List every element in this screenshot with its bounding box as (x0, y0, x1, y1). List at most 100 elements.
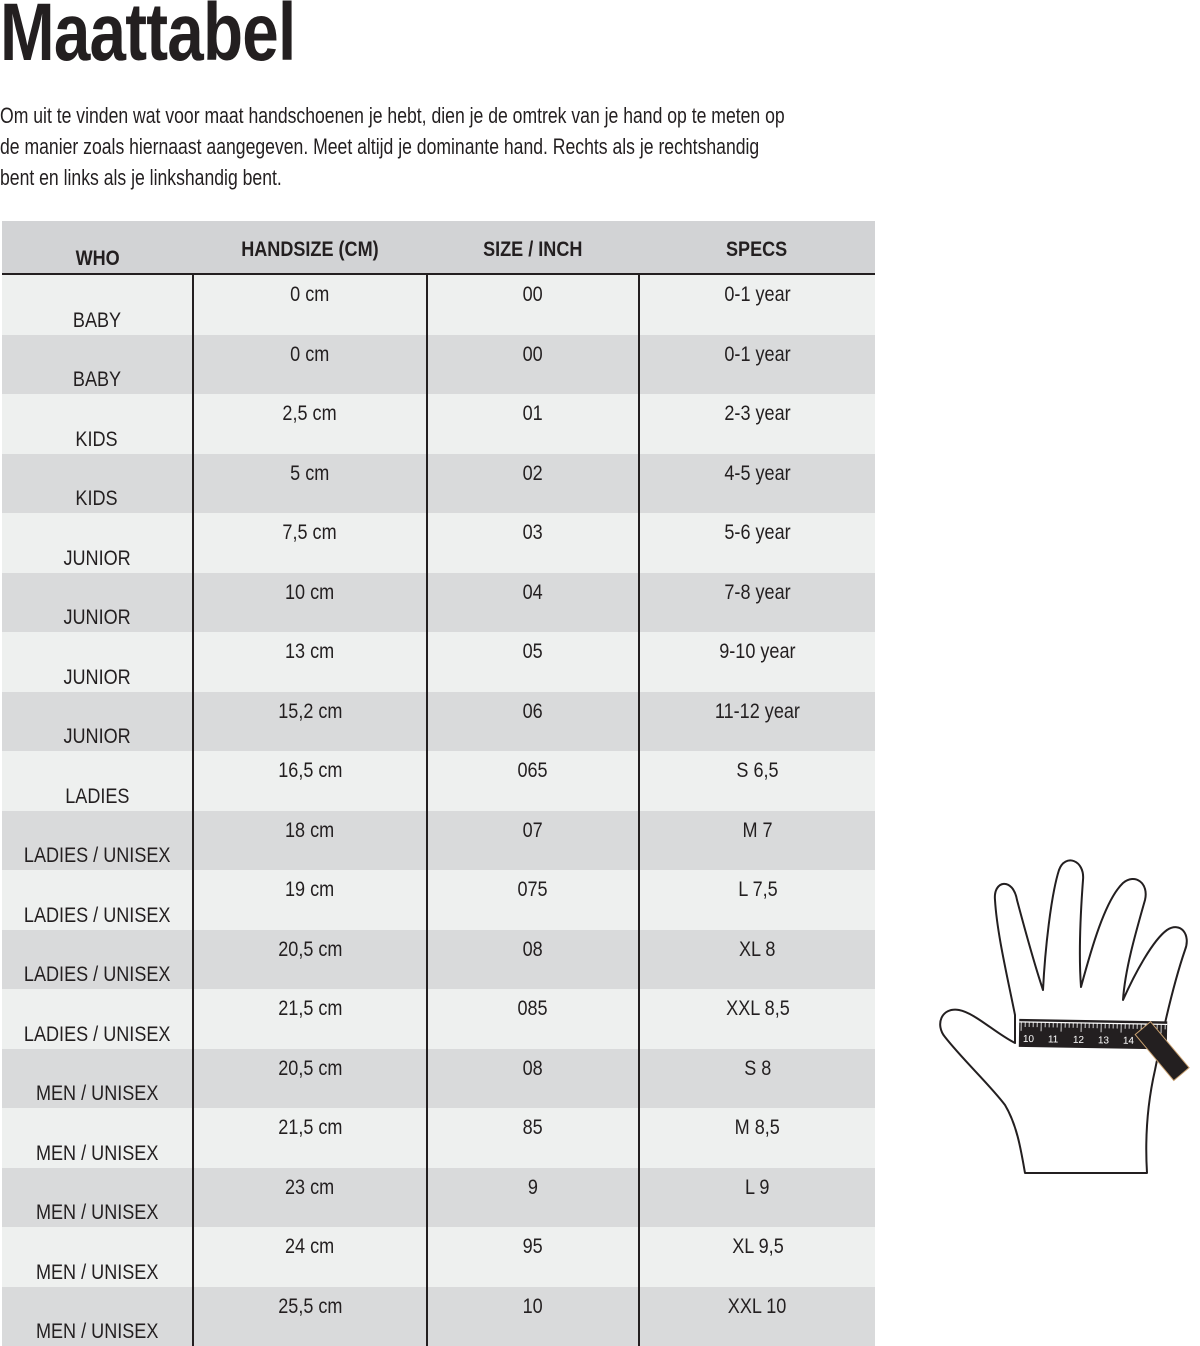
header-who: WHO (2, 221, 193, 274)
cell-handsize: 23 cm (193, 1168, 427, 1228)
tape-number: 12 (1073, 1035, 1085, 1046)
cell-size-inch: 06 (427, 692, 639, 752)
cell-handsize: 0 cm (193, 335, 427, 395)
intro-line: de manier zoals hiernaast aangegeven. Me… (0, 131, 944, 162)
header-specs: SPECS (639, 221, 875, 274)
intro-line: bent en links als je linkshandig bent. (0, 162, 944, 193)
cell-size-inch: 85 (427, 1108, 639, 1168)
cell-who: JUNIOR (2, 513, 193, 573)
cell-size-inch: 07 (427, 811, 639, 871)
cell-size-inch: 01 (427, 394, 639, 454)
cell-specs: 4-5 year (639, 454, 875, 514)
cell-specs: XL 8 (639, 930, 875, 990)
cell-handsize: 21,5 cm (193, 1108, 427, 1168)
cell-specs: L 7,5 (639, 870, 875, 930)
cell-handsize: 20,5 cm (193, 930, 427, 990)
cell-handsize: 5 cm (193, 454, 427, 514)
cell-who: JUNIOR (2, 692, 193, 752)
cell-handsize: 19 cm (193, 870, 427, 930)
cell-size-inch: 02 (427, 454, 639, 514)
cell-handsize: 24 cm (193, 1227, 427, 1287)
cell-specs: XL 9,5 (639, 1227, 875, 1287)
cell-specs: XXL 8,5 (639, 989, 875, 1049)
cell-who: KIDS (2, 394, 193, 454)
cell-specs: 0-1 year (639, 274, 875, 335)
tape-number: 14 (1123, 1036, 1135, 1047)
cell-specs: 0-1 year (639, 335, 875, 395)
cell-who: LADIES / UNISEX (2, 930, 193, 990)
cell-size-inch: 9 (427, 1168, 639, 1228)
cell-handsize: 2,5 cm (193, 394, 427, 454)
cell-who: JUNIOR (2, 632, 193, 692)
cell-specs: XXL 10 (639, 1287, 875, 1346)
header-handsize: HANDSIZE (CM) (193, 221, 427, 274)
cell-handsize: 25,5 cm (193, 1287, 427, 1346)
cell-size-inch: 10 (427, 1287, 639, 1346)
cell-handsize: 20,5 cm (193, 1049, 427, 1109)
cell-size-inch: 05 (427, 632, 639, 692)
cell-who: LADIES / UNISEX (2, 811, 193, 871)
tape-number: 10 (1023, 1034, 1035, 1045)
cell-specs: 11-12 year (639, 692, 875, 752)
cell-specs: 7-8 year (639, 573, 875, 633)
cell-specs: S 8 (639, 1049, 875, 1109)
hand-measuring-tape-icon: 101112131415 (935, 855, 1195, 1185)
cell-size-inch: 03 (427, 513, 639, 573)
cell-handsize: 15,2 cm (193, 692, 427, 752)
size-table: WHO HANDSIZE (CM) SIZE / INCH SPECS BABY… (2, 221, 875, 1346)
cell-handsize: 21,5 cm (193, 989, 427, 1049)
cell-handsize: 0 cm (193, 274, 427, 335)
cell-specs: L 9 (639, 1168, 875, 1228)
cell-who: BABY (2, 335, 193, 395)
cell-specs: 5-6 year (639, 513, 875, 573)
cell-handsize: 13 cm (193, 632, 427, 692)
cell-size-inch: 00 (427, 335, 639, 395)
cell-who: MEN / UNISEX (2, 1168, 193, 1228)
cell-size-inch: 08 (427, 930, 639, 990)
cell-handsize: 7,5 cm (193, 513, 427, 573)
cell-specs: M 7 (639, 811, 875, 871)
cell-size-inch: 085 (427, 989, 639, 1049)
cell-specs: S 6,5 (639, 751, 875, 811)
intro-text: Om uit te vinden wat voor maat handschoe… (0, 100, 944, 193)
cell-size-inch: 075 (427, 870, 639, 930)
intro-line: Om uit te vinden wat voor maat handschoe… (0, 100, 944, 131)
hand-outline (940, 860, 1187, 1173)
page-title: Maattabel (0, 0, 295, 80)
cell-who: JUNIOR (2, 573, 193, 633)
cell-specs: M 8,5 (639, 1108, 875, 1168)
cell-who: LADIES (2, 751, 193, 811)
tape-number: 11 (1048, 1034, 1059, 1045)
cell-who: MEN / UNISEX (2, 1287, 193, 1346)
cell-size-inch: 00 (427, 274, 639, 335)
cell-size-inch: 065 (427, 751, 639, 811)
cell-who: MEN / UNISEX (2, 1049, 193, 1109)
cell-handsize: 18 cm (193, 811, 427, 871)
header-size-inch: SIZE / INCH (427, 221, 639, 274)
cell-who: MEN / UNISEX (2, 1227, 193, 1287)
cell-who: LADIES / UNISEX (2, 870, 193, 930)
cell-size-inch: 08 (427, 1049, 639, 1109)
table-header-row: WHO HANDSIZE (CM) SIZE / INCH SPECS (2, 221, 875, 274)
cell-who: KIDS (2, 454, 193, 514)
cell-handsize: 10 cm (193, 573, 427, 633)
cell-handsize: 16,5 cm (193, 751, 427, 811)
cell-specs: 2-3 year (639, 394, 875, 454)
cell-who: LADIES / UNISEX (2, 989, 193, 1049)
